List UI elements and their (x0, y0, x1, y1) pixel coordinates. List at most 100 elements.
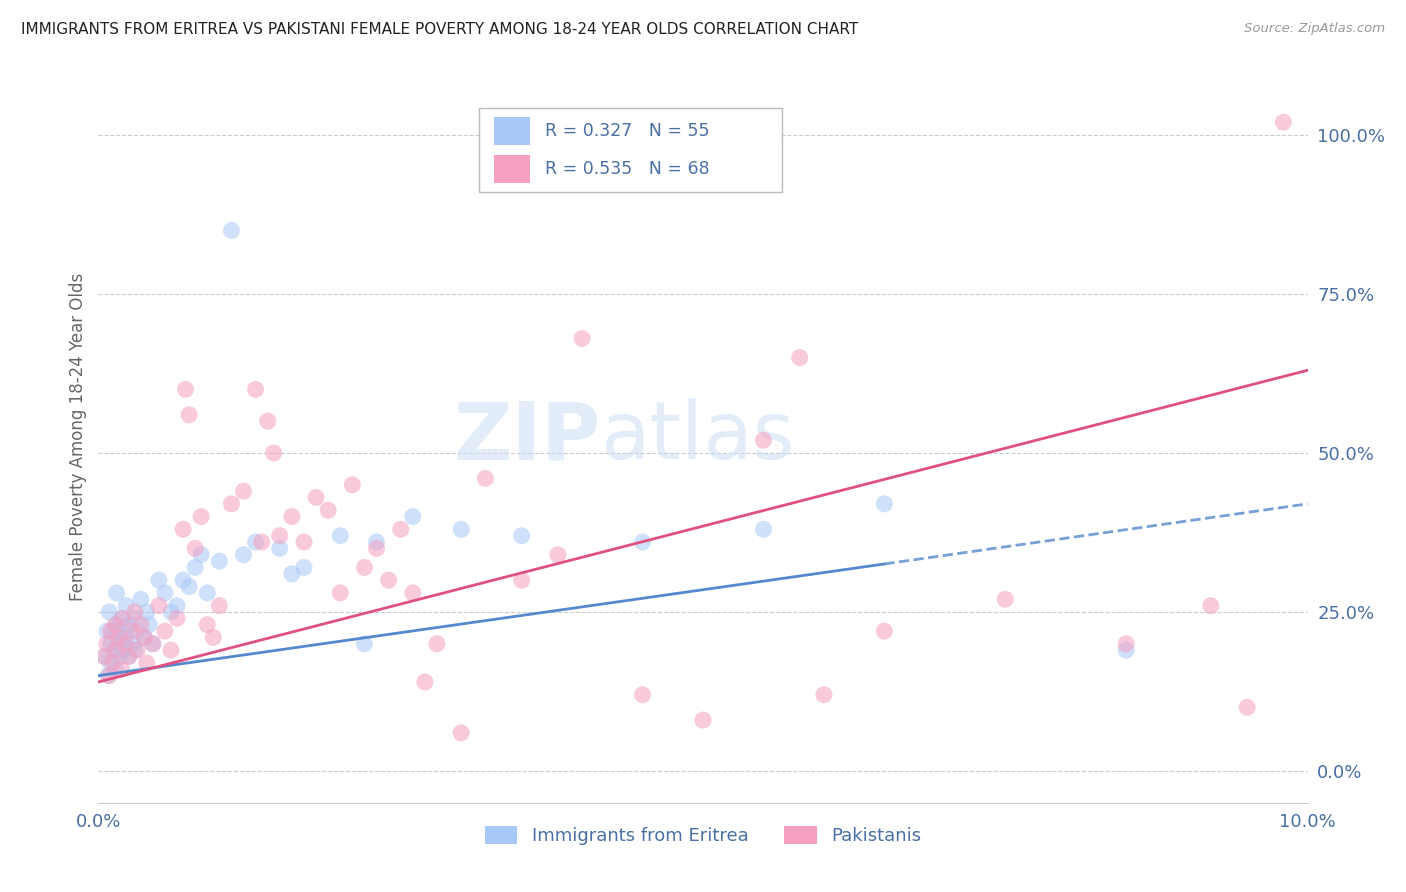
Point (96, 624, 118, 638)
Point (97, 668, 120, 682)
Point (135, 605, 157, 619)
Point (98, 668, 121, 682)
Point (510, 529, 533, 543)
Point (789, 351, 811, 365)
Point (366, 535, 388, 549)
Point (692, 713, 714, 727)
Point (111, 643, 134, 657)
Point (402, 509, 425, 524)
Text: atlas: atlas (600, 398, 794, 476)
Point (138, 617, 160, 632)
Text: R = 0.535   N = 68: R = 0.535 N = 68 (544, 161, 709, 178)
Point (153, 624, 176, 638)
Point (190, 548, 212, 562)
Point (142, 637, 165, 651)
Point (813, 688, 835, 702)
Text: ZIP: ZIP (453, 398, 600, 476)
Point (108, 649, 131, 664)
Point (104, 617, 127, 632)
Point (221, 223, 243, 237)
Point (134, 631, 156, 645)
Point (281, 509, 304, 524)
Point (160, 605, 183, 619)
Point (124, 643, 146, 657)
Point (105, 643, 128, 657)
Point (510, 573, 533, 587)
Point (329, 586, 352, 600)
FancyBboxPatch shape (494, 155, 530, 183)
Point (873, 624, 896, 638)
Point (221, 497, 243, 511)
Point (124, 605, 146, 619)
Point (166, 611, 188, 625)
Point (135, 656, 157, 670)
Point (127, 643, 149, 657)
Point (208, 599, 231, 613)
Point (100, 656, 122, 670)
Point (118, 617, 141, 632)
Point (104, 662, 127, 676)
Point (166, 599, 188, 613)
Point (413, 675, 436, 690)
Y-axis label: Female Poverty Among 18-24 Year Olds: Female Poverty Among 18-24 Year Olds (69, 273, 87, 601)
Point (101, 656, 124, 670)
Point (114, 631, 136, 645)
Legend: Immigrants from Eritrea, Pakistanis: Immigrants from Eritrea, Pakistanis (485, 826, 921, 845)
Point (292, 560, 315, 574)
Point (450, 726, 472, 740)
Point (329, 529, 352, 543)
Point (93, 649, 115, 664)
Point (103, 643, 125, 657)
Point (93, 649, 115, 664)
Point (114, 637, 136, 651)
Point (195, 586, 218, 600)
Point (366, 541, 388, 556)
FancyBboxPatch shape (494, 117, 530, 145)
Point (450, 522, 472, 536)
Point (108, 637, 131, 651)
Point (873, 497, 896, 511)
Point (101, 624, 124, 638)
Point (121, 637, 143, 651)
Point (377, 573, 399, 587)
Point (402, 586, 425, 600)
Point (148, 599, 170, 613)
Point (342, 477, 364, 491)
Point (172, 522, 194, 536)
Point (292, 535, 315, 549)
Point (1272, 115, 1295, 129)
Point (96, 637, 118, 651)
Point (752, 522, 775, 536)
Point (124, 611, 146, 625)
Text: IMMIGRANTS FROM ERITREA VS PAKISTANI FEMALE POVERTY AMONG 18-24 YEAR OLDS CORREL: IMMIGRANTS FROM ERITREA VS PAKISTANI FEM… (21, 22, 858, 37)
Point (108, 631, 131, 645)
Point (184, 541, 207, 556)
Point (232, 484, 254, 499)
Text: Source: ZipAtlas.com: Source: ZipAtlas.com (1244, 22, 1385, 36)
Point (142, 637, 165, 651)
Point (110, 611, 132, 625)
Point (353, 560, 375, 574)
Point (1236, 700, 1258, 714)
Point (174, 383, 197, 397)
Point (179, 408, 201, 422)
Point (752, 434, 775, 448)
Point (100, 624, 122, 638)
Point (269, 541, 291, 556)
Point (389, 522, 412, 536)
Point (256, 414, 278, 428)
Point (263, 446, 285, 460)
Point (1115, 643, 1137, 657)
Point (190, 509, 212, 524)
Point (994, 592, 1017, 607)
Point (172, 573, 194, 587)
Point (98, 605, 121, 619)
Point (547, 548, 569, 562)
Point (134, 631, 156, 645)
Point (353, 637, 375, 651)
Text: R = 0.327   N = 55: R = 0.327 N = 55 (544, 121, 709, 140)
Point (245, 535, 267, 549)
Point (129, 592, 152, 607)
Point (110, 662, 132, 676)
Point (118, 649, 141, 664)
